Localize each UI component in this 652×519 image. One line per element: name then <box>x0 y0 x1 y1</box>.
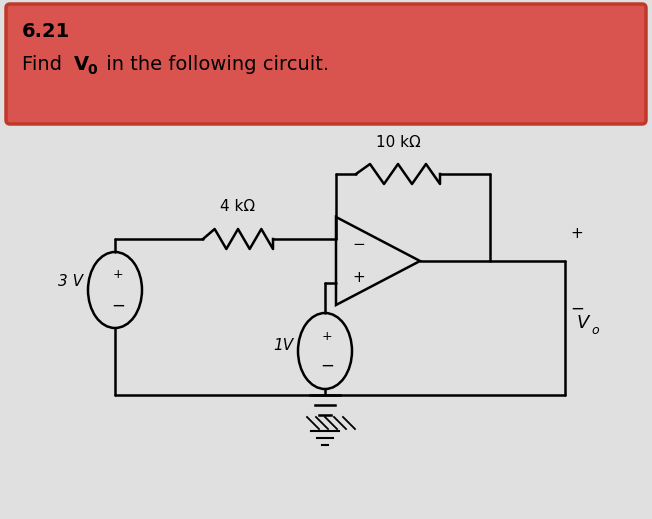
Text: o: o <box>591 323 599 336</box>
Text: 0: 0 <box>87 63 96 77</box>
FancyBboxPatch shape <box>6 4 646 124</box>
Text: 4 kΩ: 4 kΩ <box>220 199 256 214</box>
Text: in the following circuit.: in the following circuit. <box>100 55 329 74</box>
Text: +: + <box>113 267 123 280</box>
Text: −: − <box>111 297 125 315</box>
Text: V: V <box>577 314 589 332</box>
Text: +: + <box>570 225 584 240</box>
Text: +: + <box>353 270 366 285</box>
Text: 10 kΩ: 10 kΩ <box>376 135 421 150</box>
Text: V: V <box>74 55 89 74</box>
Text: −: − <box>353 237 366 252</box>
Text: 6.21: 6.21 <box>22 22 70 41</box>
Text: −: − <box>320 357 334 375</box>
Text: 1V: 1V <box>273 338 293 353</box>
Text: −: − <box>570 300 584 318</box>
Text: +: + <box>321 330 333 343</box>
Text: 3 V: 3 V <box>58 275 83 290</box>
Text: Find: Find <box>22 55 68 74</box>
